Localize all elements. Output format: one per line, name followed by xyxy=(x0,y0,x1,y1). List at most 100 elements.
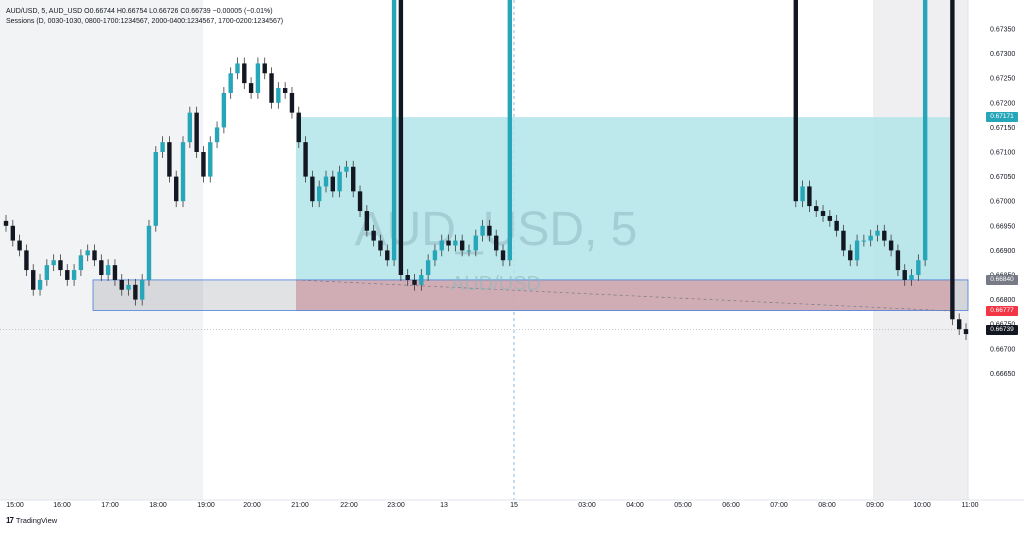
candle xyxy=(868,229,873,247)
candle-body xyxy=(425,260,431,275)
x-tick-label: 13 xyxy=(440,502,448,509)
last-price-tag: 0.66739 xyxy=(986,324,1018,335)
x-axis[interactable]: 15:00 16:00 17:00 18:00 19:00 20:00 21:00 22:00… xyxy=(6,502,978,509)
candle xyxy=(854,234,860,267)
candle xyxy=(807,180,812,213)
candle xyxy=(439,234,444,257)
x-tick-label: 11:00 xyxy=(962,502,979,509)
candle xyxy=(814,200,819,217)
candle-body xyxy=(466,250,472,252)
candle-body xyxy=(146,225,152,280)
candle xyxy=(201,146,206,183)
y-tick-label: 0.67150 xyxy=(990,125,1015,132)
candle xyxy=(146,219,152,286)
candle xyxy=(800,180,805,208)
candle xyxy=(950,0,955,326)
candle-body xyxy=(500,250,506,261)
tradingview-logo-icon: 17 xyxy=(6,516,14,525)
candle-body xyxy=(882,230,887,241)
candle-body xyxy=(834,220,839,231)
candle xyxy=(194,106,199,158)
candle-body xyxy=(58,260,63,271)
candle-body xyxy=(480,225,485,236)
profit-zone xyxy=(296,117,950,280)
candle xyxy=(337,165,342,198)
candle xyxy=(71,264,77,286)
candle-body xyxy=(419,275,424,285)
candle xyxy=(269,67,274,109)
candle-body xyxy=(10,225,16,241)
candle-body xyxy=(868,235,873,241)
candle-body xyxy=(916,260,921,275)
candle-body xyxy=(841,230,846,251)
candle-body xyxy=(814,206,819,212)
x-tick-label: 19:00 xyxy=(197,502,215,509)
candle-body xyxy=(459,240,465,251)
candle xyxy=(37,274,43,296)
candle xyxy=(276,82,281,109)
sessions-indicator-label[interactable]: Sessions (D, 0030-1030, 0800-1700:123456… xyxy=(6,18,284,25)
candle-body xyxy=(167,142,172,177)
candle-body xyxy=(133,284,138,300)
candle-body xyxy=(922,0,928,261)
candle xyxy=(51,254,56,272)
candle-body xyxy=(174,176,179,202)
candle xyxy=(208,136,213,183)
candle-body xyxy=(85,250,90,256)
candle-body xyxy=(282,88,288,93)
x-tick-label: 06:00 xyxy=(722,502,740,509)
candle-body xyxy=(364,211,370,231)
candle xyxy=(419,269,424,291)
candle-body xyxy=(323,176,329,187)
candle xyxy=(425,254,431,281)
candle xyxy=(834,214,839,237)
candle-body xyxy=(99,260,104,275)
x-tick-label: 15 xyxy=(510,502,518,509)
candle xyxy=(344,160,349,178)
candle-body xyxy=(861,240,867,242)
x-tick-label: 04:00 xyxy=(626,502,644,509)
candle-body xyxy=(473,235,478,251)
candle-body xyxy=(3,220,9,226)
candle xyxy=(139,274,145,306)
candle xyxy=(391,0,397,267)
candle-body xyxy=(289,92,295,113)
candle-body xyxy=(92,250,97,261)
symbol-header[interactable]: AUD/USD, 5, AUD_USD O0.66744 H0.66754 L0… xyxy=(6,8,273,15)
candle xyxy=(10,219,16,247)
candle xyxy=(44,259,50,286)
candle xyxy=(316,180,322,208)
candle-body xyxy=(854,240,860,261)
candle-body xyxy=(848,250,853,261)
candle xyxy=(357,185,363,217)
y-tick-label: 0.66700 xyxy=(990,346,1015,353)
candle xyxy=(371,224,376,247)
candle-body xyxy=(201,152,206,177)
candle-body xyxy=(24,250,29,271)
candle-body xyxy=(378,240,383,251)
candle-body xyxy=(17,240,22,251)
candle-body xyxy=(194,112,199,152)
x-tick-label: 05:00 xyxy=(674,502,692,509)
candle xyxy=(112,259,118,286)
position-trend-line xyxy=(295,279,951,312)
tradingview-brand: TradingView xyxy=(15,516,58,525)
tradingview-footer[interactable]: 17 TradingView xyxy=(6,516,57,525)
candle-body xyxy=(956,319,962,330)
candle xyxy=(323,170,329,193)
candle xyxy=(432,244,438,267)
candle xyxy=(289,87,295,119)
candle xyxy=(31,264,36,296)
candle xyxy=(174,170,179,208)
candle xyxy=(916,254,921,281)
candle xyxy=(385,244,390,267)
y-tick-label: 0.66800 xyxy=(990,297,1015,304)
candle xyxy=(180,136,186,208)
candle-body xyxy=(310,176,315,202)
candle xyxy=(507,0,513,267)
x-tick-label: 03:00 xyxy=(578,502,596,509)
candle-body xyxy=(351,166,356,192)
candle xyxy=(187,106,193,149)
